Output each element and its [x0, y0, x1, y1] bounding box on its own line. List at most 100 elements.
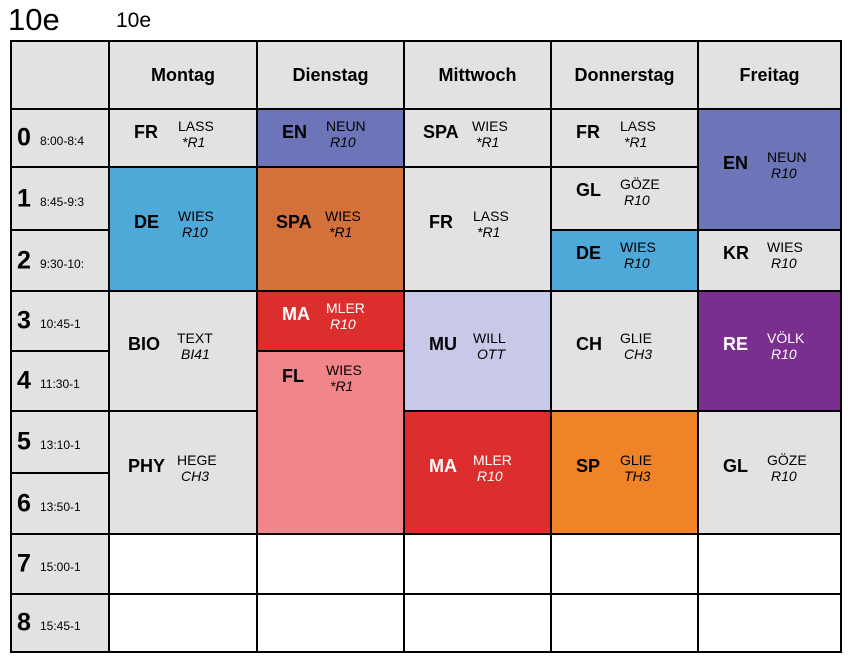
day-header-label: Montag: [151, 64, 215, 85]
lesson-subject: DE: [134, 212, 160, 232]
lesson-cell[interactable]: RE VÖLK R10: [699, 292, 842, 412]
lesson-subject: FR: [134, 122, 158, 142]
lesson-room: *R1: [624, 134, 648, 150]
lesson-teacher: GLIE: [620, 452, 652, 468]
empty-slot[interactable]: [552, 595, 699, 653]
lesson-cell[interactable]: SPA WIES *R1: [405, 110, 552, 168]
lesson-teacher: LASS: [178, 118, 214, 134]
lesson-teacher: MLER: [326, 300, 365, 316]
period-number: 7: [17, 549, 31, 578]
page-subtitle: 10e: [116, 9, 152, 32]
lesson-subject: FR: [576, 122, 600, 142]
empty-slot[interactable]: [110, 535, 258, 595]
lesson-cell[interactable]: KR WIES R10: [699, 231, 842, 292]
period-label: 8 15:45-1: [12, 595, 110, 653]
lesson-room: R10: [771, 346, 797, 362]
lesson-cell[interactable]: MA MLER R10: [258, 292, 405, 352]
lesson-teacher: WIES: [620, 239, 656, 255]
lesson-cell[interactable]: MA MLER R10: [405, 412, 552, 535]
lesson-subject: FR: [429, 212, 453, 232]
lesson-cell[interactable]: DE WIES R10: [552, 231, 699, 292]
lesson-room: R10: [624, 192, 650, 208]
lesson-room: R10: [624, 255, 650, 271]
period-time: 15:45-1: [40, 618, 81, 633]
lesson-room: R10: [771, 468, 797, 484]
lesson-subject: DE: [576, 243, 602, 263]
empty-slot[interactable]: [110, 595, 258, 653]
lesson-room: *R1: [477, 224, 501, 240]
lesson-subject: BIO: [128, 334, 161, 354]
period-time: 8:00-8:4: [40, 133, 85, 148]
period-number: 2: [17, 246, 31, 274]
empty-slot[interactable]: [405, 535, 552, 595]
period-time: 13:50-1: [40, 499, 81, 514]
empty-slot[interactable]: [699, 595, 842, 653]
lesson-cell[interactable]: PHY HEGE CH3: [110, 412, 258, 535]
period-time: 10:45-1: [40, 316, 81, 331]
lesson-subject: CH: [576, 334, 602, 354]
day-header-label: Freitag: [739, 64, 800, 85]
period-number: 5: [17, 427, 31, 456]
period-time: 13:10-1: [40, 437, 81, 452]
empty-slot[interactable]: [258, 595, 405, 653]
lesson-cell[interactable]: EN NEUN R10: [258, 110, 405, 168]
lesson-teacher: GÖZE: [620, 176, 660, 192]
lesson-room: OTT: [477, 346, 505, 362]
lesson-cell[interactable]: CH GLIE CH3: [552, 292, 699, 412]
lesson-room: *R1: [330, 378, 354, 394]
lesson-cell[interactable]: GL GÖZE R10: [699, 412, 842, 535]
period-number: 4: [17, 366, 31, 395]
lesson-room: *R1: [476, 134, 500, 150]
period-number: 1: [17, 184, 31, 212]
lesson-cell[interactable]: SP GLIE TH3: [552, 412, 699, 535]
lesson-cell[interactable]: FR LASS *R1: [405, 168, 552, 292]
period-label: 5 13:10-1: [12, 412, 110, 474]
period-label: 6 13:50-1: [12, 474, 110, 535]
lesson-teacher: VÖLK: [767, 330, 805, 346]
lesson-cell[interactable]: MU WILL OTT: [405, 292, 552, 412]
empty-slot[interactable]: [258, 535, 405, 595]
lesson-room: R10: [477, 468, 503, 484]
lesson-teacher: LASS: [620, 118, 656, 134]
lesson-cell[interactable]: BIO TEXT BI41: [110, 292, 258, 412]
lesson-teacher: HEGE: [177, 452, 217, 468]
period-label: 1 8:45-9:3: [12, 168, 110, 231]
lesson-subject: MA: [282, 304, 310, 324]
day-header: Mittwoch: [405, 42, 552, 110]
lesson-room: R10: [182, 224, 208, 240]
lesson-subject: SPA: [423, 122, 459, 142]
day-header: Donnerstag: [552, 42, 699, 110]
lesson-cell[interactable]: DE WIES R10: [110, 168, 258, 292]
lesson-subject: FL: [282, 366, 304, 386]
lesson-subject: EN: [282, 122, 308, 142]
lesson-room: *R1: [329, 224, 353, 240]
lesson-cell[interactable]: FR LASS *R1: [110, 110, 258, 168]
lesson-teacher: WILL: [473, 330, 506, 346]
lesson-cell[interactable]: FR LASS *R1: [552, 110, 699, 168]
empty-slot[interactable]: [552, 535, 699, 595]
empty-slot[interactable]: [699, 535, 842, 595]
lesson-teacher: NEUN: [326, 118, 366, 134]
lesson-cell[interactable]: EN NEUN R10: [699, 110, 842, 231]
lesson-cell[interactable]: SPA WIES *R1: [258, 168, 405, 292]
day-header: Montag: [110, 42, 258, 110]
period-number: 3: [17, 306, 31, 335]
period-time: 15:00-1: [40, 559, 81, 574]
lesson-room: CH3: [181, 468, 210, 484]
period-time: 11:30-1: [40, 376, 80, 391]
lesson-room: R10: [330, 134, 356, 150]
lesson-teacher: GLIE: [620, 330, 652, 346]
lesson-teacher: WIES: [767, 239, 803, 255]
lesson-room: BI41: [181, 346, 210, 362]
period-number: 0: [17, 123, 31, 152]
lesson-subject: GL: [576, 180, 601, 200]
lesson-subject: PHY: [128, 456, 166, 476]
period-label: 7 15:00-1: [12, 535, 110, 595]
lesson-cell[interactable]: GL GÖZE R10: [552, 168, 699, 231]
lesson-subject: EN: [723, 153, 749, 173]
lesson-subject: RE: [723, 334, 749, 354]
lesson-cell[interactable]: FL WIES *R1: [258, 352, 405, 535]
empty-slot[interactable]: [405, 595, 552, 653]
period-label: 0 8:00-8:4: [12, 110, 110, 168]
lesson-subject: MU: [429, 334, 457, 354]
